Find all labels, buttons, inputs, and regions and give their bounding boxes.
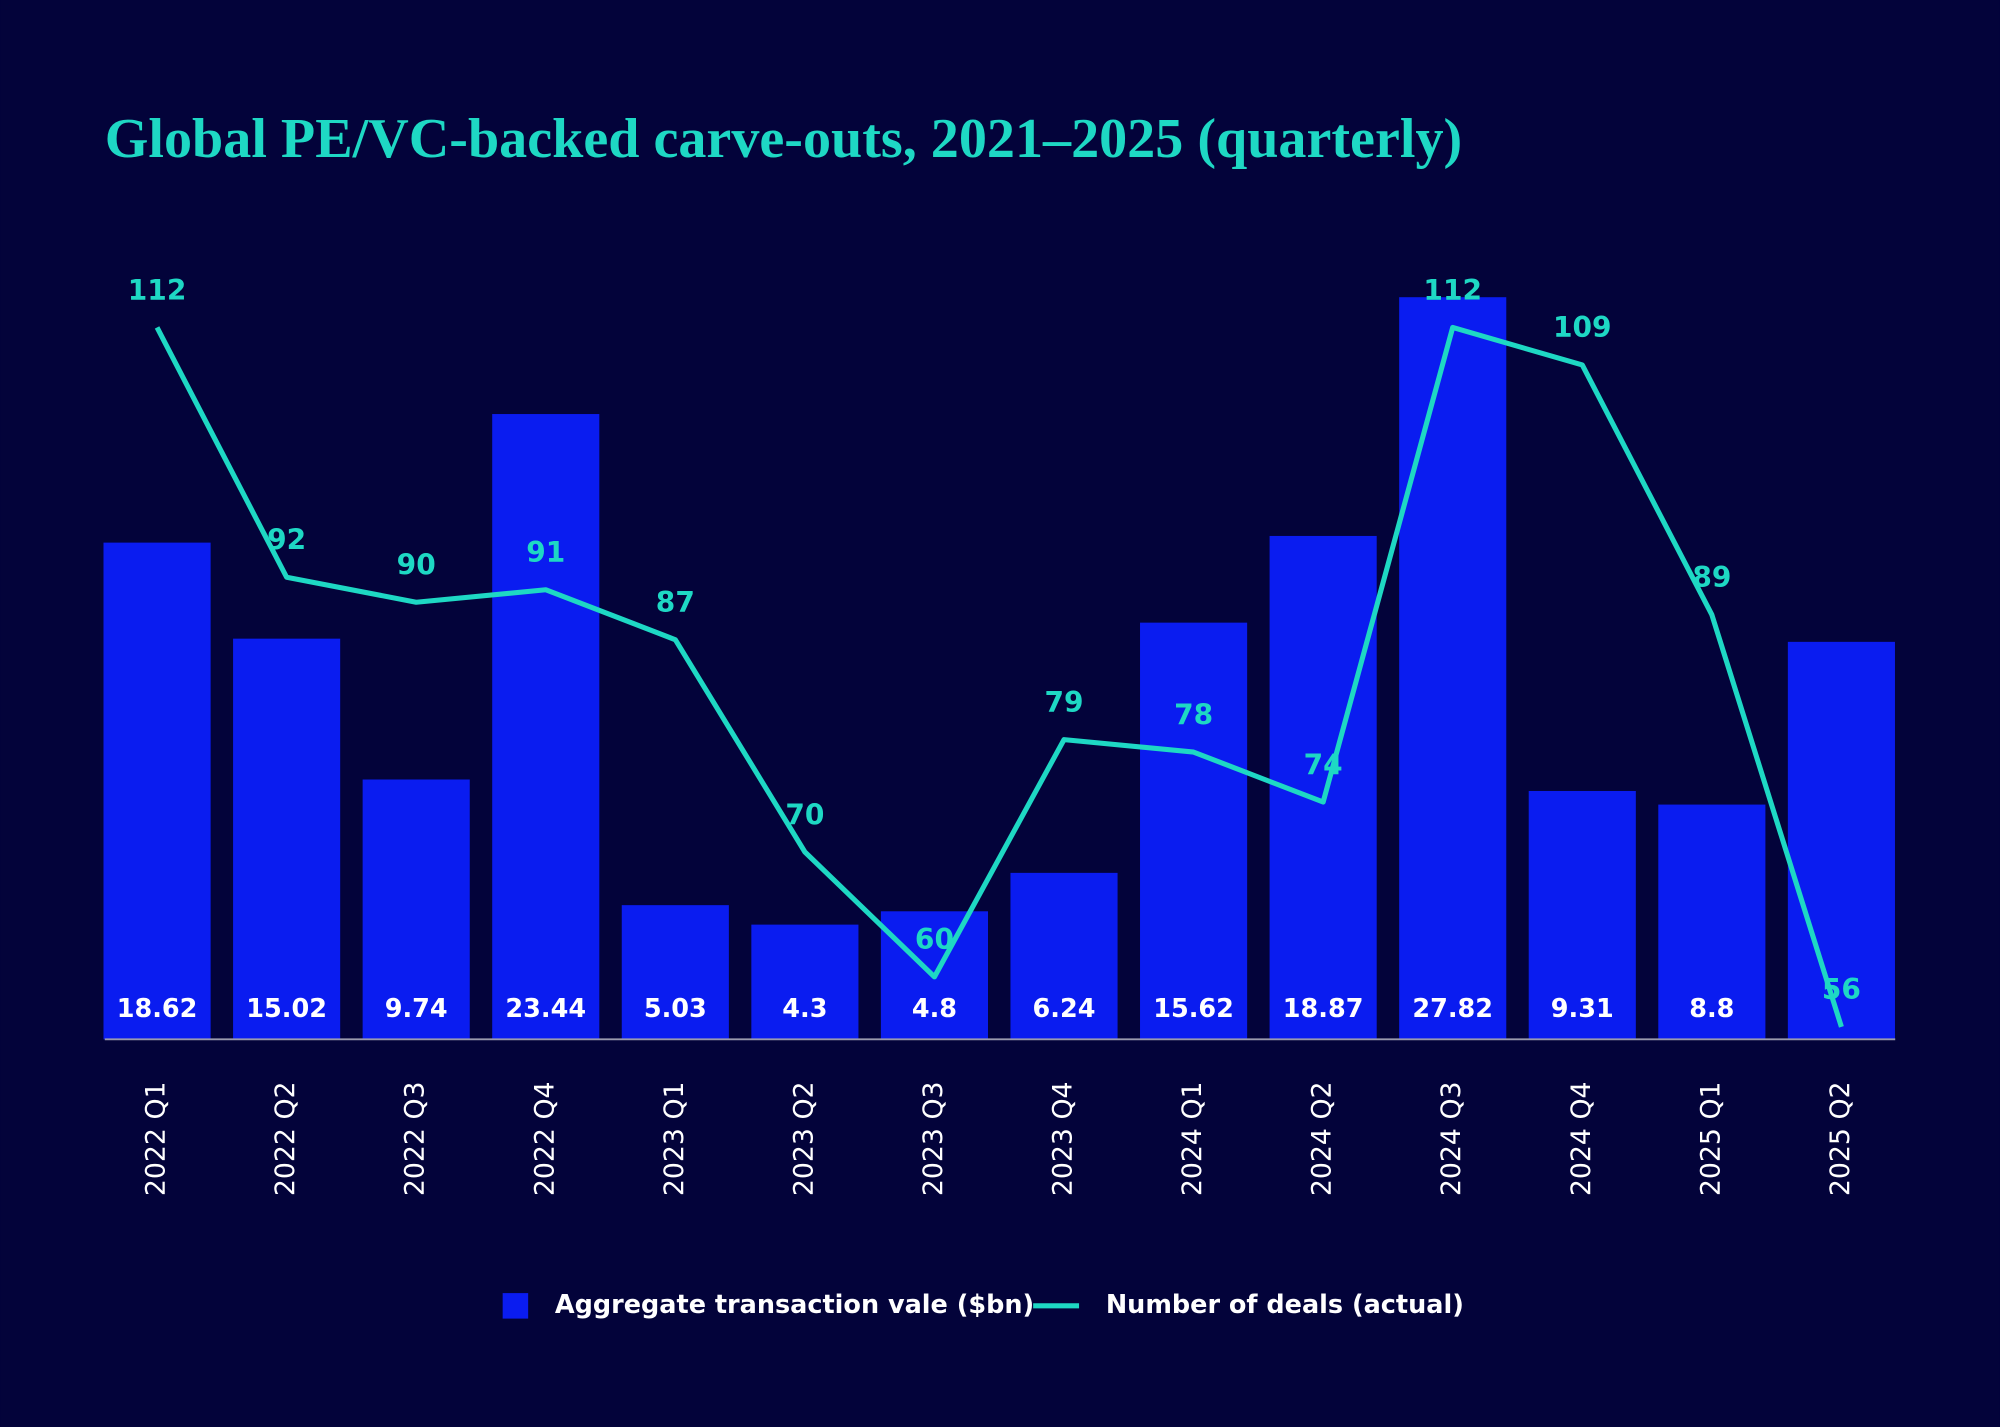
line-value-label: 112 <box>128 274 187 307</box>
chart-title: Global PE/VC-backed carve-outs, 2021–202… <box>105 108 1462 170</box>
bar <box>621 905 729 1040</box>
line-value-label: 60 <box>915 923 954 956</box>
line-value-label: 109 <box>1553 311 1612 344</box>
bar <box>1658 804 1766 1040</box>
legend-swatch <box>502 1293 529 1319</box>
x-tick-label: 2024 Q4 <box>1566 1081 1597 1196</box>
line-value-label: 74 <box>1304 748 1343 781</box>
bar <box>1787 641 1895 1040</box>
bar-value-label: 18.87 <box>1283 994 1364 1024</box>
line-value-label: 78 <box>1174 698 1213 731</box>
x-tick-label: 2023 Q1 <box>659 1081 690 1196</box>
x-tick-label: 2023 Q3 <box>918 1081 949 1196</box>
line-value-label: 90 <box>397 549 436 582</box>
x-tick-label: 2024 Q3 <box>1436 1081 1467 1196</box>
bar-value-label: 4.3 <box>782 994 827 1024</box>
line-value-label: 92 <box>267 524 306 557</box>
line-value-label: 89 <box>1692 561 1731 594</box>
line-value-label: 87 <box>656 586 695 619</box>
bar-value-label: 9.31 <box>1551 994 1614 1024</box>
bar-value-label: 23.44 <box>505 994 586 1024</box>
bar-value-label: 8.8 <box>1689 994 1734 1024</box>
bar <box>103 542 211 1040</box>
x-tick-label: 2025 Q1 <box>1695 1081 1726 1196</box>
bar-value-label: 18.62 <box>117 994 198 1024</box>
bar <box>1528 790 1636 1040</box>
bar <box>1140 622 1248 1040</box>
bar <box>362 779 470 1040</box>
x-tick-label: 2022 Q2 <box>270 1081 301 1196</box>
bar-value-label: 27.82 <box>1412 994 1493 1024</box>
x-tick-label: 2022 Q1 <box>141 1081 172 1196</box>
bar-value-label: 15.62 <box>1153 994 1234 1024</box>
line <box>154 324 1844 1028</box>
x-tick-label: 2022 Q3 <box>400 1081 431 1196</box>
line-value-label: 91 <box>526 536 565 569</box>
bar <box>751 924 859 1040</box>
x-tick-label: 2025 Q2 <box>1825 1081 1856 1196</box>
x-tick-label: 2022 Q4 <box>529 1081 560 1196</box>
bar <box>1010 872 1118 1040</box>
line-value-label: 56 <box>1822 973 1861 1006</box>
line-value-label: 112 <box>1423 274 1482 307</box>
legend-label: Aggregate transaction vale ($bn) <box>555 1290 1034 1320</box>
x-tick-label: 2023 Q4 <box>1048 1081 1079 1196</box>
bar-value-label: 9.74 <box>385 994 448 1024</box>
legend-label: Number of deals (actual) <box>1106 1290 1464 1320</box>
x-tick-label: 2024 Q2 <box>1307 1081 1338 1196</box>
bar-value-label: 6.24 <box>1033 994 1096 1024</box>
x-tick-label: 2023 Q2 <box>788 1081 819 1196</box>
line-value-label: 70 <box>785 798 824 831</box>
bar-value-label: 15.02 <box>246 994 327 1024</box>
bar <box>233 638 341 1040</box>
bar-value-label: 4.8 <box>912 994 957 1024</box>
x-tick-label: 2024 Q1 <box>1177 1081 1208 1196</box>
bar-value-label: 5.03 <box>644 994 707 1024</box>
bar <box>1399 297 1507 1040</box>
line-value-label: 79 <box>1045 686 1084 719</box>
bar <box>492 414 600 1040</box>
